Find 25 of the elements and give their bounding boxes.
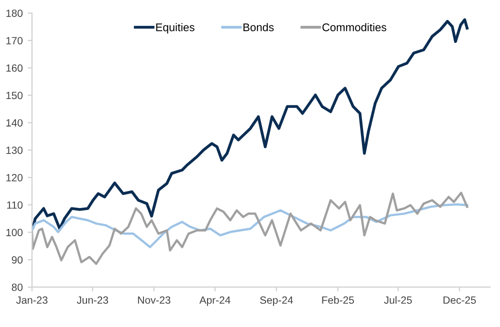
- y-tick-label: 80: [12, 284, 23, 291]
- x-tick-label: Jan-23: [16, 296, 48, 304]
- line-series: [32, 203, 468, 248]
- y-tick-label: 140: [6, 119, 23, 127]
- y-tick-label: 150: [6, 92, 23, 100]
- x-tick-label: Sep-24: [260, 296, 293, 306]
- y-tick-label: 170: [6, 36, 23, 44]
- x-tick-label: Jun-23: [76, 296, 108, 304]
- y-tick-label: 130: [6, 146, 23, 154]
- line-series: [32, 192, 468, 265]
- y-tick-label: 100: [6, 228, 23, 236]
- y-tick-label: 90: [12, 256, 23, 264]
- line-series: [32, 18, 469, 230]
- x-tick-label: Feb-25: [322, 296, 354, 304]
- x-tick-label: Dec-25: [444, 296, 476, 304]
- y-tick-label: 110: [7, 201, 23, 209]
- y-tick-label: 180: [6, 10, 23, 17]
- y-tick-label: 160: [6, 64, 23, 72]
- legend-label: Equities: [156, 23, 194, 34]
- y-tick-label: 120: [6, 174, 23, 182]
- x-tick-label: Apr-24: [199, 296, 230, 306]
- legend-label: Commodities: [322, 23, 386, 32]
- x-tick-label: Nov-23: [138, 296, 170, 304]
- x-tick-label: Jul-25: [384, 296, 412, 304]
- legend-label: Bonds: [244, 23, 274, 32]
